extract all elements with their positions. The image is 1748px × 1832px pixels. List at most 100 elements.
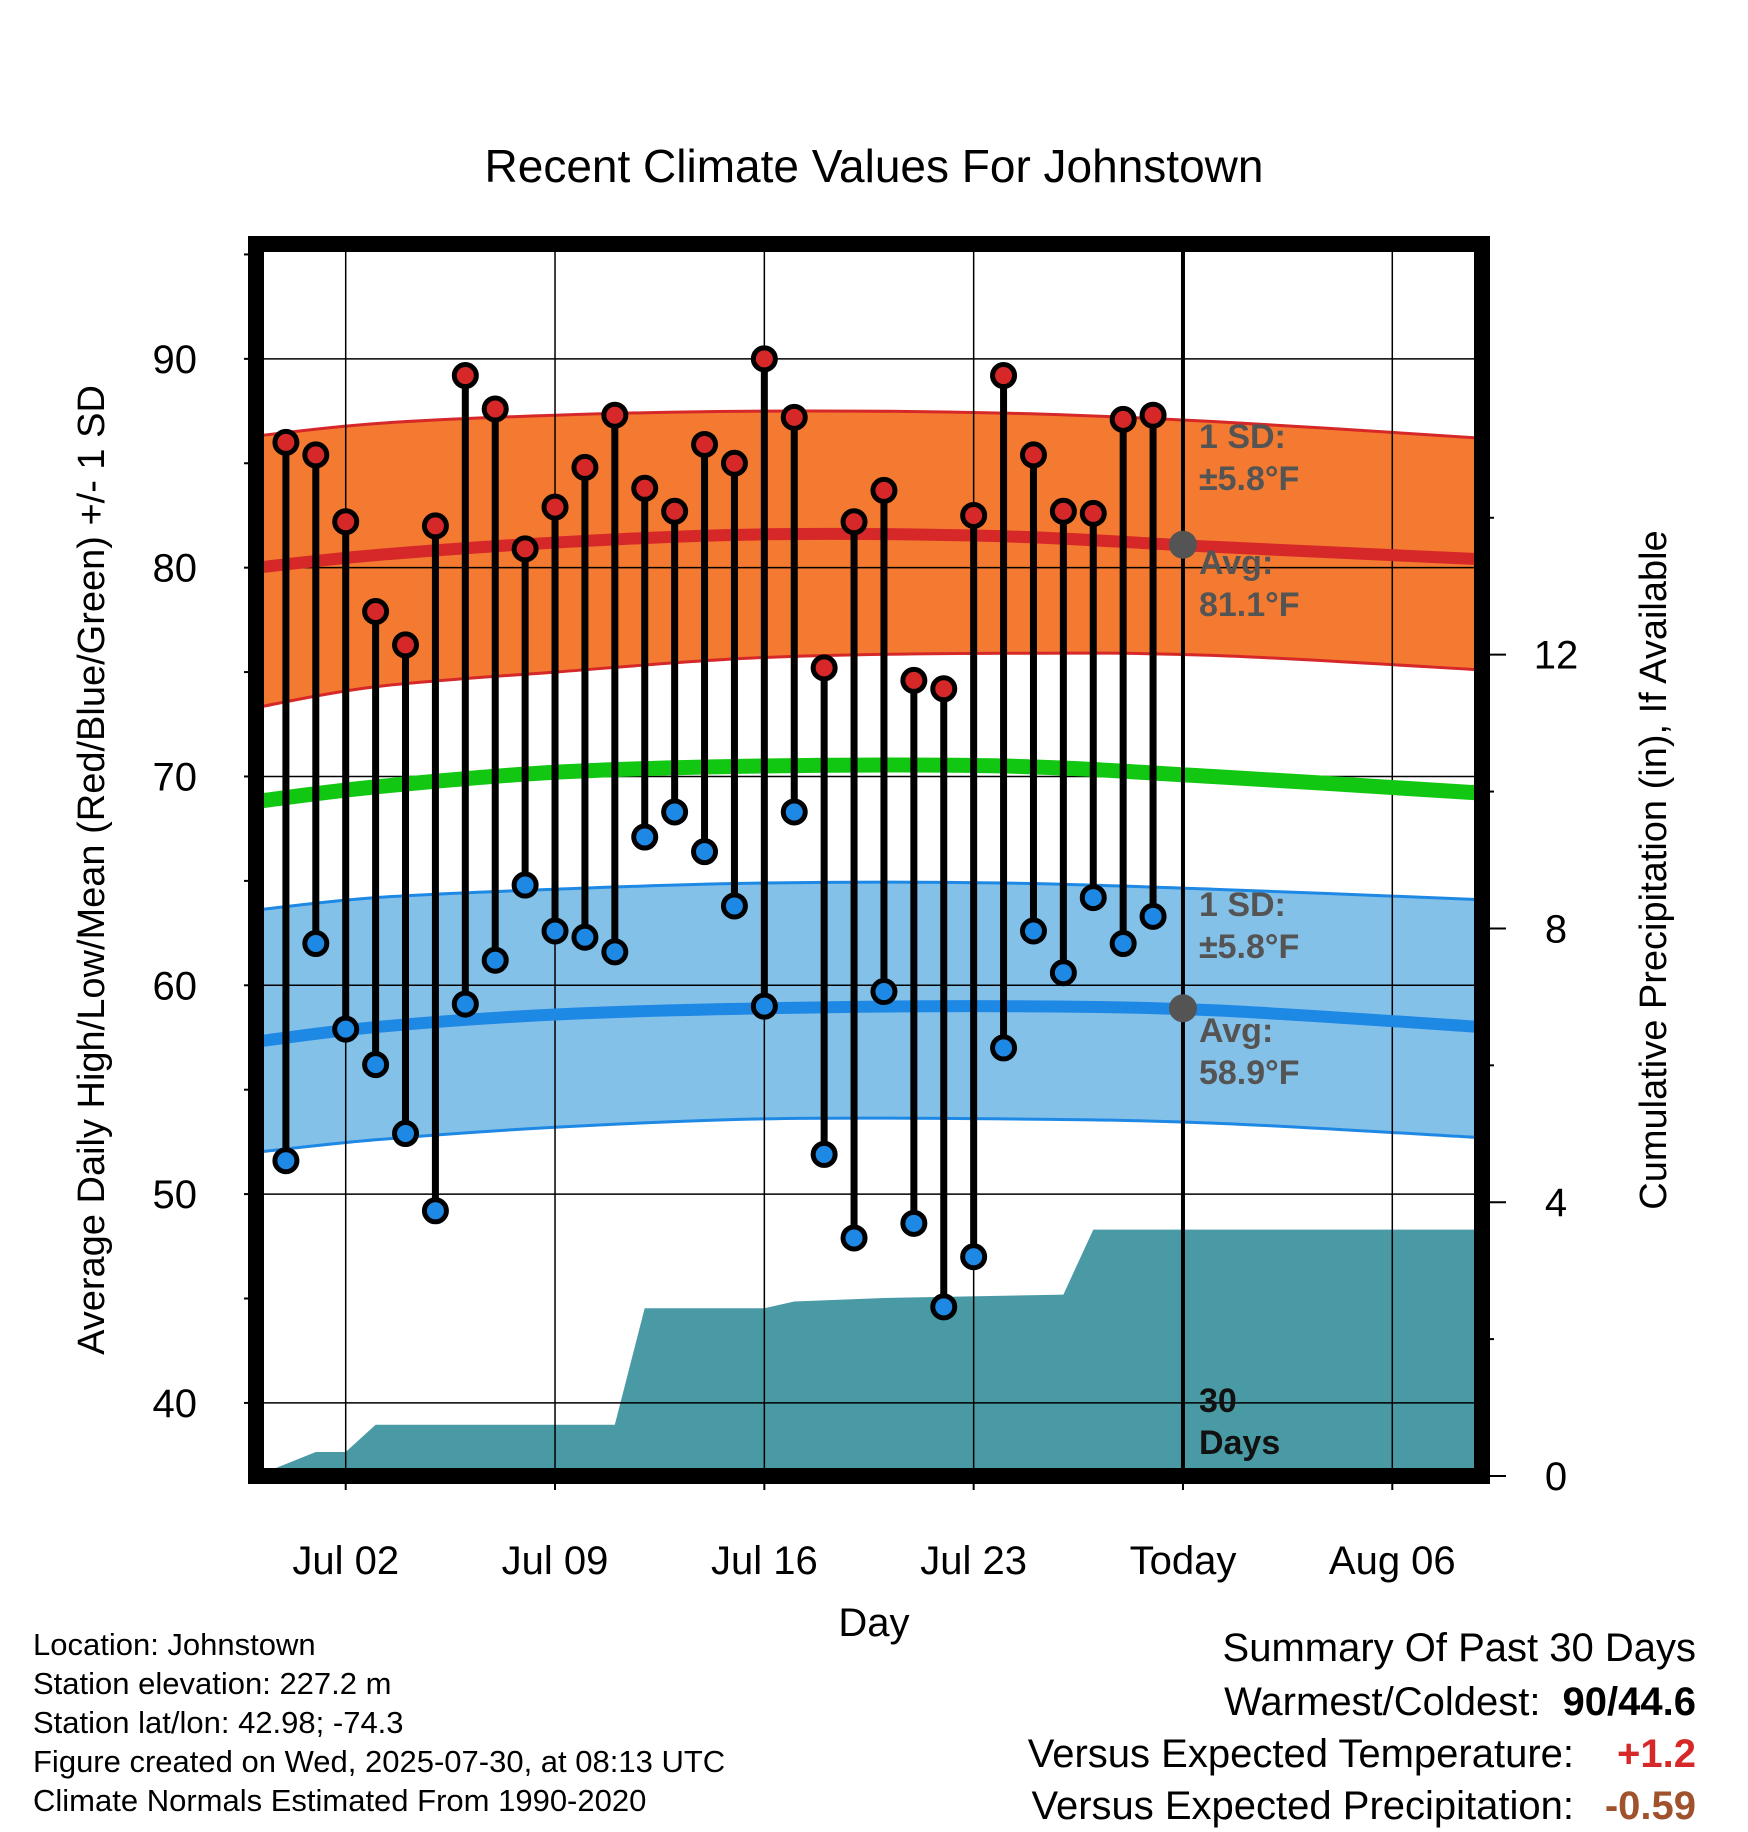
low-point	[571, 923, 599, 951]
station-info: Location: Johnstown Station elevation: 2…	[33, 1625, 725, 1820]
location-text: Location: Johnstown	[33, 1627, 316, 1662]
x-tick-label: Jul 23	[920, 1539, 1027, 1583]
low-point	[691, 838, 719, 866]
high-point	[601, 401, 629, 429]
period-annotation: 30	[1199, 1382, 1237, 1420]
summary-title: Summary Of Past 30 Days	[1222, 1626, 1696, 1670]
y2-axis-label: Cumulative Precipitation (in), If Availa…	[1633, 530, 1675, 1209]
y2-tick-label: 12	[1534, 634, 1579, 678]
high-point	[1139, 401, 1167, 429]
summary-panel: Summary Of Past 30 Days Warmest/Coldest:…	[1028, 1620, 1696, 1832]
high-point	[960, 501, 988, 529]
y-axis-label: Average Daily High/Low/Mean (Red/Blue/Gr…	[71, 385, 113, 1355]
low-point	[481, 946, 509, 974]
x-tick-label: Jul 09	[502, 1539, 609, 1583]
high-point	[750, 345, 778, 373]
x-tick-label: Today	[1130, 1539, 1237, 1583]
high-point	[900, 666, 928, 694]
low-point	[661, 798, 689, 826]
y-tick-label: 60	[153, 964, 198, 1008]
period-annotation: Days	[1199, 1424, 1280, 1462]
high-point	[451, 362, 479, 390]
high-avg-annotation: 81.1°F	[1199, 586, 1300, 624]
high-point	[302, 441, 330, 469]
high-sd-band	[256, 409, 1482, 710]
avg-mean-line	[256, 757, 1482, 809]
low-point	[601, 938, 629, 966]
low-point	[541, 917, 569, 945]
low-point	[1049, 959, 1077, 987]
summary-row-extremes: Warmest/Coldest: 90/44.6	[1028, 1676, 1696, 1728]
high-point	[720, 449, 748, 477]
warmest-coldest-value: 90/44.6	[1562, 1680, 1696, 1724]
low-point	[720, 892, 748, 920]
low-point	[1139, 902, 1167, 930]
y-tick-label: 80	[153, 547, 198, 591]
low-point	[1109, 930, 1137, 958]
y2-tick-label: 4	[1545, 1181, 1567, 1225]
low-point	[990, 1034, 1018, 1062]
low-sd-annotation: ±5.8°F	[1199, 928, 1299, 966]
low-point	[631, 823, 659, 851]
low-point	[750, 992, 778, 1020]
low-avg-annotation: 58.9°F	[1199, 1054, 1300, 1092]
elevation-text: Station elevation: 227.2 m	[33, 1666, 392, 1701]
x-tick-label: Aug 06	[1329, 1539, 1456, 1583]
high-point	[332, 508, 360, 536]
created-text: Figure created on Wed, 2025-07-30, at 08…	[33, 1744, 726, 1779]
high-point	[631, 474, 659, 502]
low-point	[960, 1243, 988, 1271]
y2-tick-label: 8	[1545, 907, 1567, 951]
low-point	[900, 1209, 928, 1237]
high-point	[571, 453, 599, 481]
low-point	[392, 1120, 420, 1148]
y-tick-label: 40	[153, 1382, 198, 1426]
high-avg-annotation: Avg:	[1199, 544, 1273, 582]
low-point	[840, 1224, 868, 1252]
high-point	[870, 476, 898, 504]
high-point	[1049, 497, 1077, 525]
today-high-avg-marker	[1168, 530, 1197, 559]
low-point	[780, 798, 808, 826]
low-sd-annotation: 1 SD:	[1199, 886, 1286, 924]
high-point	[1109, 405, 1137, 433]
high-sd-annotation: 1 SD:	[1199, 418, 1286, 456]
low-point	[1079, 884, 1107, 912]
high-point	[421, 512, 449, 540]
low-point	[272, 1147, 300, 1175]
low-point	[451, 990, 479, 1018]
high-point	[511, 535, 539, 563]
high-point	[840, 508, 868, 536]
latlon-text: Station lat/lon: 42.98; -74.3	[33, 1705, 404, 1740]
low-point	[302, 930, 330, 958]
avg-high-line	[256, 527, 1482, 574]
high-point	[272, 428, 300, 456]
plot-frame	[248, 236, 1490, 1484]
y-tick-label: 90	[153, 338, 198, 382]
high-point	[362, 598, 390, 626]
warmest-coldest-label: Warmest/Coldest:	[1224, 1680, 1541, 1724]
chart-title: Recent Climate Values For Johnstown	[485, 140, 1264, 192]
low-point	[930, 1293, 958, 1321]
normals-text: Climate Normals Estimated From 1990-2020	[33, 1783, 647, 1818]
high-point	[541, 493, 569, 521]
low-point	[511, 871, 539, 899]
low-point	[421, 1197, 449, 1225]
today-low-avg-marker	[1168, 994, 1197, 1023]
temp-anomaly-value: +1.2	[1617, 1732, 1696, 1776]
high-point	[1019, 441, 1047, 469]
high-point	[392, 631, 420, 659]
high-point	[481, 395, 509, 423]
x-tick-label: Jul 02	[292, 1539, 399, 1583]
low-point	[332, 1015, 360, 1043]
precip-anomaly-value: -0.59	[1604, 1784, 1696, 1828]
high-point	[661, 497, 689, 525]
high-point	[780, 403, 808, 431]
high-point	[691, 430, 719, 458]
low-avg-annotation: Avg:	[1199, 1012, 1273, 1050]
summary-row-temp: Versus Expected Temperature: +1.2	[1028, 1728, 1696, 1780]
temp-anomaly-label: Versus Expected Temperature:	[1027, 1732, 1574, 1776]
summary-row-precip: Versus Expected Precipitation: -0.59	[1028, 1780, 1696, 1832]
plot-content	[256, 244, 1482, 1476]
